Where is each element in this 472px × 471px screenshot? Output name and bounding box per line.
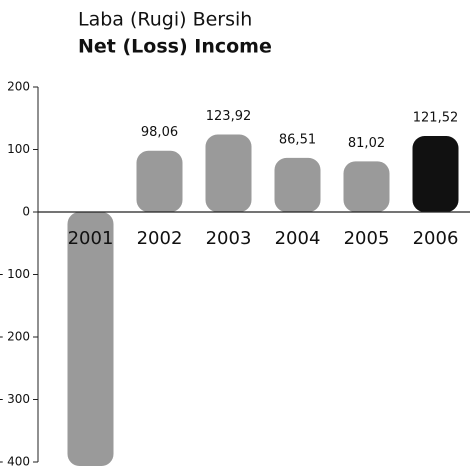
y-tick-label: - 200 (0, 330, 30, 344)
y-tick-label: 200 (7, 80, 30, 94)
value-label: 86,51 (279, 132, 316, 147)
bar (136, 150, 183, 212)
x-tick-label: 2006 (413, 228, 459, 249)
bar (274, 157, 321, 212)
y-tick-label: 0 (22, 205, 30, 219)
bar (412, 136, 459, 212)
value-label: 81,02 (348, 136, 385, 151)
y-tick-label: - 100 (0, 267, 30, 281)
chart-title: Laba (Rugi) Bersih (78, 9, 252, 31)
x-tick-label: 2004 (275, 228, 321, 249)
bar (343, 161, 390, 212)
x-tick-label: 2005 (344, 228, 390, 249)
chart-subtitle: Net (Loss) Income (78, 36, 272, 58)
y-tick-label: 100 (7, 142, 30, 156)
y-tick-label: - 300 (0, 392, 30, 406)
value-label: 98,06 (141, 125, 178, 140)
x-tick-label: 2003 (206, 228, 252, 249)
bar (67, 212, 114, 467)
x-tick-label: 2001 (68, 228, 114, 249)
x-tick-label: 2002 (137, 228, 183, 249)
value-label: 123,92 (206, 109, 252, 124)
value-label: 121,52 (413, 111, 459, 126)
y-tick-label: - 400 (0, 455, 30, 469)
bar (205, 134, 252, 212)
